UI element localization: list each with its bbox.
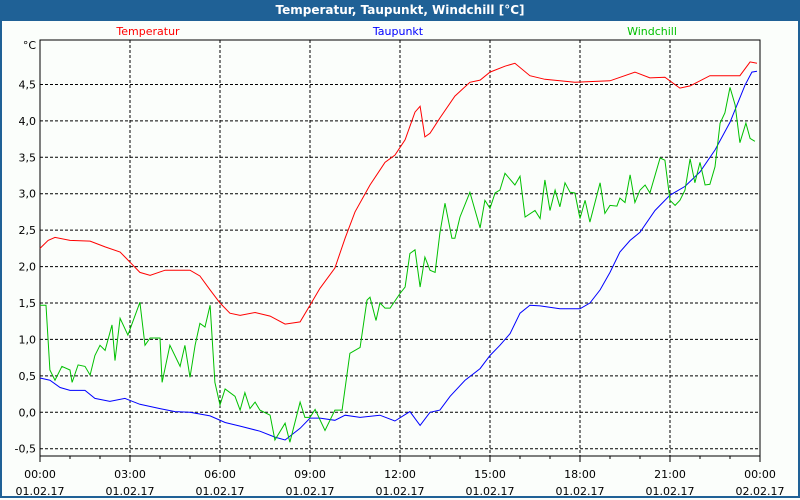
x-tick-date: 01.02.17: [286, 485, 335, 498]
legend-taupunkt: Taupunkt: [372, 25, 424, 38]
x-tick-time: 00:00: [24, 468, 56, 481]
x-tick-time: 12:00: [384, 468, 416, 481]
legend-temperatur: Temperatur: [115, 25, 180, 38]
series-line-windchill: [40, 87, 756, 443]
x-tick-date: 01.02.17: [466, 485, 515, 498]
legend-windchill: Windchill: [627, 25, 677, 38]
y-tick-label: 1,0: [19, 333, 37, 346]
x-tick-date: 01.02.17: [376, 485, 425, 498]
x-tick-time: 09:00: [294, 468, 326, 481]
x-tick-date: 01.02.17: [106, 485, 155, 498]
x-tick-time: 15:00: [474, 468, 506, 481]
x-tick-date: 01.02.17: [196, 485, 245, 498]
y-tick-label: -0,5: [15, 443, 36, 456]
x-tick-time: 00:00: [744, 468, 776, 481]
y-tick-label: 2,5: [19, 224, 37, 237]
x-tick-date: 02.02.17: [736, 485, 785, 498]
x-tick-time: 03:00: [114, 468, 146, 481]
x-tick-time: 06:00: [204, 468, 236, 481]
y-tick-label: 3,5: [19, 151, 37, 164]
y-tick-label: 0,5: [19, 370, 37, 383]
x-tick-date: 01.02.17: [646, 485, 695, 498]
y-tick-label: 1,5: [19, 297, 37, 310]
y-tick-label: 4,0: [19, 115, 37, 128]
y-tick-label: 4,5: [19, 78, 37, 91]
y-axis-unit: °C: [23, 39, 37, 52]
series-line-temperatur: [39, 61, 758, 325]
y-tick-label: 0,0: [19, 406, 37, 419]
series-line-taupunkt: [39, 70, 758, 441]
window-title: Temperatur, Taupunkt, Windchill [°C]: [0, 0, 800, 21]
x-tick-time: 21:00: [654, 468, 686, 481]
x-tick-date: 01.02.17: [16, 485, 65, 498]
y-tick-label: 2,0: [19, 261, 37, 274]
x-tick-time: 18:00: [564, 468, 596, 481]
y-tick-label: 3,0: [19, 188, 37, 201]
x-tick-date: 01.02.17: [556, 485, 605, 498]
